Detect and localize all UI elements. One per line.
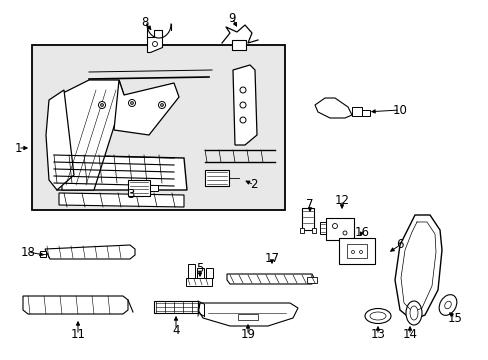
Ellipse shape bbox=[409, 306, 417, 320]
Polygon shape bbox=[232, 65, 257, 145]
Bar bbox=[299, 228, 304, 233]
Ellipse shape bbox=[160, 104, 163, 107]
Bar bbox=[231, 40, 245, 50]
Polygon shape bbox=[23, 296, 128, 314]
Text: 5: 5 bbox=[196, 261, 203, 274]
Polygon shape bbox=[59, 80, 124, 190]
Bar bbox=[187, 264, 195, 278]
Polygon shape bbox=[314, 98, 351, 118]
Bar bbox=[205, 268, 213, 278]
Ellipse shape bbox=[332, 224, 337, 229]
Ellipse shape bbox=[359, 251, 362, 253]
Polygon shape bbox=[394, 215, 441, 320]
Polygon shape bbox=[45, 245, 135, 259]
Ellipse shape bbox=[158, 102, 165, 108]
Polygon shape bbox=[114, 80, 179, 135]
Text: 19: 19 bbox=[240, 328, 255, 342]
Bar bbox=[302, 208, 313, 230]
Bar bbox=[150, 185, 158, 191]
Bar bbox=[185, 278, 212, 286]
Bar bbox=[346, 244, 366, 258]
Text: 3: 3 bbox=[127, 189, 134, 202]
Polygon shape bbox=[59, 193, 183, 207]
Text: 10: 10 bbox=[392, 104, 407, 117]
Polygon shape bbox=[46, 90, 74, 190]
Bar bbox=[197, 268, 203, 278]
Ellipse shape bbox=[240, 117, 245, 123]
Bar bbox=[319, 222, 325, 234]
Bar bbox=[306, 277, 316, 283]
Text: 14: 14 bbox=[402, 328, 417, 342]
Text: 12: 12 bbox=[334, 194, 349, 207]
Ellipse shape bbox=[438, 295, 456, 315]
Text: 15: 15 bbox=[447, 311, 462, 324]
Ellipse shape bbox=[101, 104, 103, 107]
Text: 11: 11 bbox=[70, 328, 85, 342]
Bar bbox=[351, 107, 361, 116]
Ellipse shape bbox=[152, 41, 157, 46]
Text: 7: 7 bbox=[305, 198, 313, 211]
Ellipse shape bbox=[240, 87, 245, 93]
Ellipse shape bbox=[240, 102, 245, 108]
Ellipse shape bbox=[130, 102, 133, 104]
Text: 18: 18 bbox=[20, 246, 35, 258]
Text: 2: 2 bbox=[250, 179, 257, 192]
Bar bbox=[361, 110, 369, 116]
Bar bbox=[204, 170, 228, 186]
Text: 4: 4 bbox=[172, 324, 180, 337]
Bar bbox=[311, 228, 315, 233]
Bar bbox=[325, 218, 353, 240]
Ellipse shape bbox=[444, 301, 450, 309]
Polygon shape bbox=[198, 303, 297, 326]
Text: 13: 13 bbox=[370, 328, 385, 342]
Bar bbox=[338, 238, 374, 264]
Ellipse shape bbox=[98, 102, 105, 108]
Polygon shape bbox=[147, 30, 162, 52]
Bar bbox=[128, 180, 150, 196]
Ellipse shape bbox=[369, 312, 385, 320]
Bar bbox=[154, 301, 198, 313]
Bar bbox=[238, 314, 258, 320]
Text: 16: 16 bbox=[354, 225, 369, 238]
Ellipse shape bbox=[128, 99, 135, 107]
Bar bbox=[32, 45, 285, 210]
Polygon shape bbox=[54, 155, 186, 190]
Text: 6: 6 bbox=[395, 238, 403, 252]
Ellipse shape bbox=[351, 251, 354, 253]
Polygon shape bbox=[226, 274, 313, 284]
Ellipse shape bbox=[405, 301, 421, 325]
Ellipse shape bbox=[364, 309, 390, 324]
Bar bbox=[40, 251, 46, 257]
Text: 8: 8 bbox=[141, 15, 148, 28]
Text: 1: 1 bbox=[14, 141, 21, 154]
Text: 9: 9 bbox=[228, 12, 235, 24]
Text: 17: 17 bbox=[264, 252, 279, 265]
Ellipse shape bbox=[342, 231, 346, 235]
